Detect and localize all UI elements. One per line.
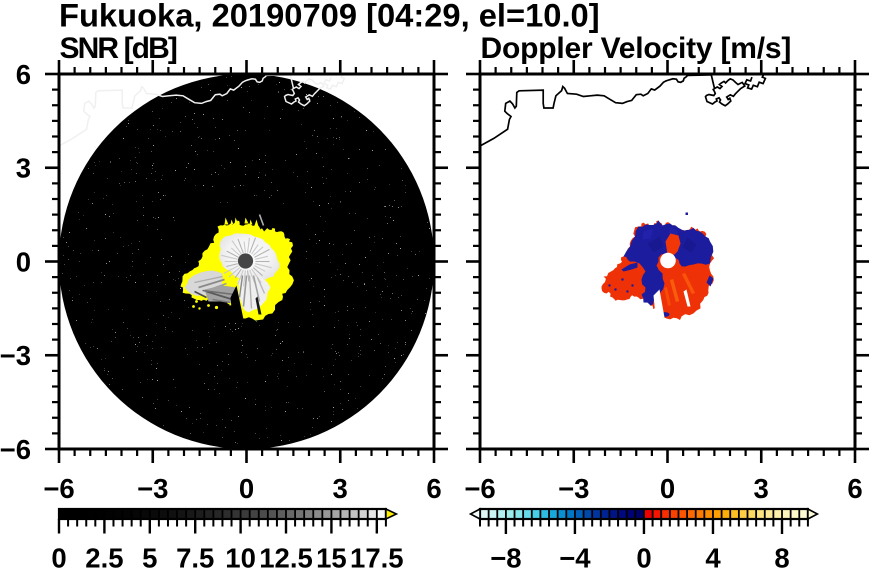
svg-text:2.5: 2.5: [85, 543, 123, 570]
svg-text:3: 3: [16, 153, 31, 184]
svg-text:0: 0: [636, 543, 651, 570]
svg-text:7.5: 7.5: [176, 543, 214, 570]
svg-text:10: 10: [225, 543, 256, 570]
svg-text:−4: −4: [559, 543, 591, 570]
svg-text:3: 3: [333, 473, 348, 504]
svg-text:15: 15: [316, 543, 347, 570]
svg-text:6: 6: [847, 473, 862, 504]
svg-text:4: 4: [705, 543, 721, 570]
svg-text:0: 0: [660, 473, 675, 504]
svg-text:0: 0: [16, 246, 31, 277]
svg-text:5: 5: [142, 543, 157, 570]
svg-text:−3: −3: [0, 340, 31, 371]
svg-text:0: 0: [239, 473, 254, 504]
svg-text:−3: −3: [137, 473, 168, 504]
svg-text:−6: −6: [43, 473, 74, 504]
svg-text:8: 8: [774, 543, 789, 570]
svg-text:0: 0: [51, 543, 66, 570]
svg-text:3: 3: [754, 473, 769, 504]
svg-text:−6: −6: [0, 434, 31, 465]
svg-text:6: 6: [426, 473, 441, 504]
svg-text:−3: −3: [558, 473, 589, 504]
svg-text:6: 6: [16, 59, 31, 90]
svg-text:−8: −8: [490, 543, 521, 570]
svg-text:−6: −6: [464, 473, 495, 504]
svg-text:12.5: 12.5: [259, 543, 313, 570]
svg-text:SNR [dB]: SNR [dB]: [60, 32, 177, 65]
svg-text:Doppler Velocity [m/s]: Doppler Velocity [m/s]: [481, 32, 792, 65]
svg-text:Fukuoka, 20190709 [04:29, el=1: Fukuoka, 20190709 [04:29, el=10.0]: [59, 0, 600, 34]
svg-text:17.5: 17.5: [350, 543, 404, 570]
